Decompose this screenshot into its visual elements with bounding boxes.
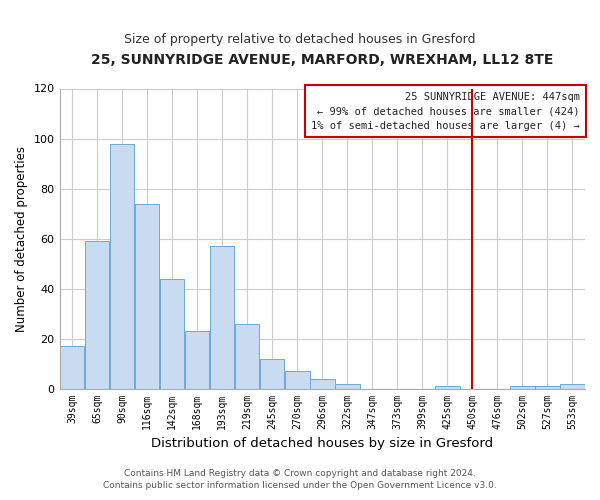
Bar [310,378,335,388]
Bar [560,384,585,388]
Text: Size of property relative to detached houses in Gresford: Size of property relative to detached ho… [124,32,476,46]
Bar [335,384,359,388]
Bar [285,371,310,388]
Bar [510,386,535,388]
Bar [110,144,134,388]
Text: 25 SUNNYRIDGE AVENUE: 447sqm
← 99% of detached houses are smaller (424)
1% of se: 25 SUNNYRIDGE AVENUE: 447sqm ← 99% of de… [311,92,580,131]
Bar [260,358,284,388]
Bar [185,331,209,388]
Bar [435,386,460,388]
X-axis label: Distribution of detached houses by size in Gresford: Distribution of detached houses by size … [151,437,493,450]
Bar [160,278,184,388]
Y-axis label: Number of detached properties: Number of detached properties [15,146,28,332]
Bar [135,204,160,388]
Title: 25, SUNNYRIDGE AVENUE, MARFORD, WREXHAM, LL12 8TE: 25, SUNNYRIDGE AVENUE, MARFORD, WREXHAM,… [91,52,553,66]
Bar [535,386,560,388]
Bar [85,241,109,388]
Bar [210,246,235,388]
Bar [60,346,85,389]
Text: Contains HM Land Registry data © Crown copyright and database right 2024.
Contai: Contains HM Land Registry data © Crown c… [103,468,497,490]
Bar [235,324,259,388]
